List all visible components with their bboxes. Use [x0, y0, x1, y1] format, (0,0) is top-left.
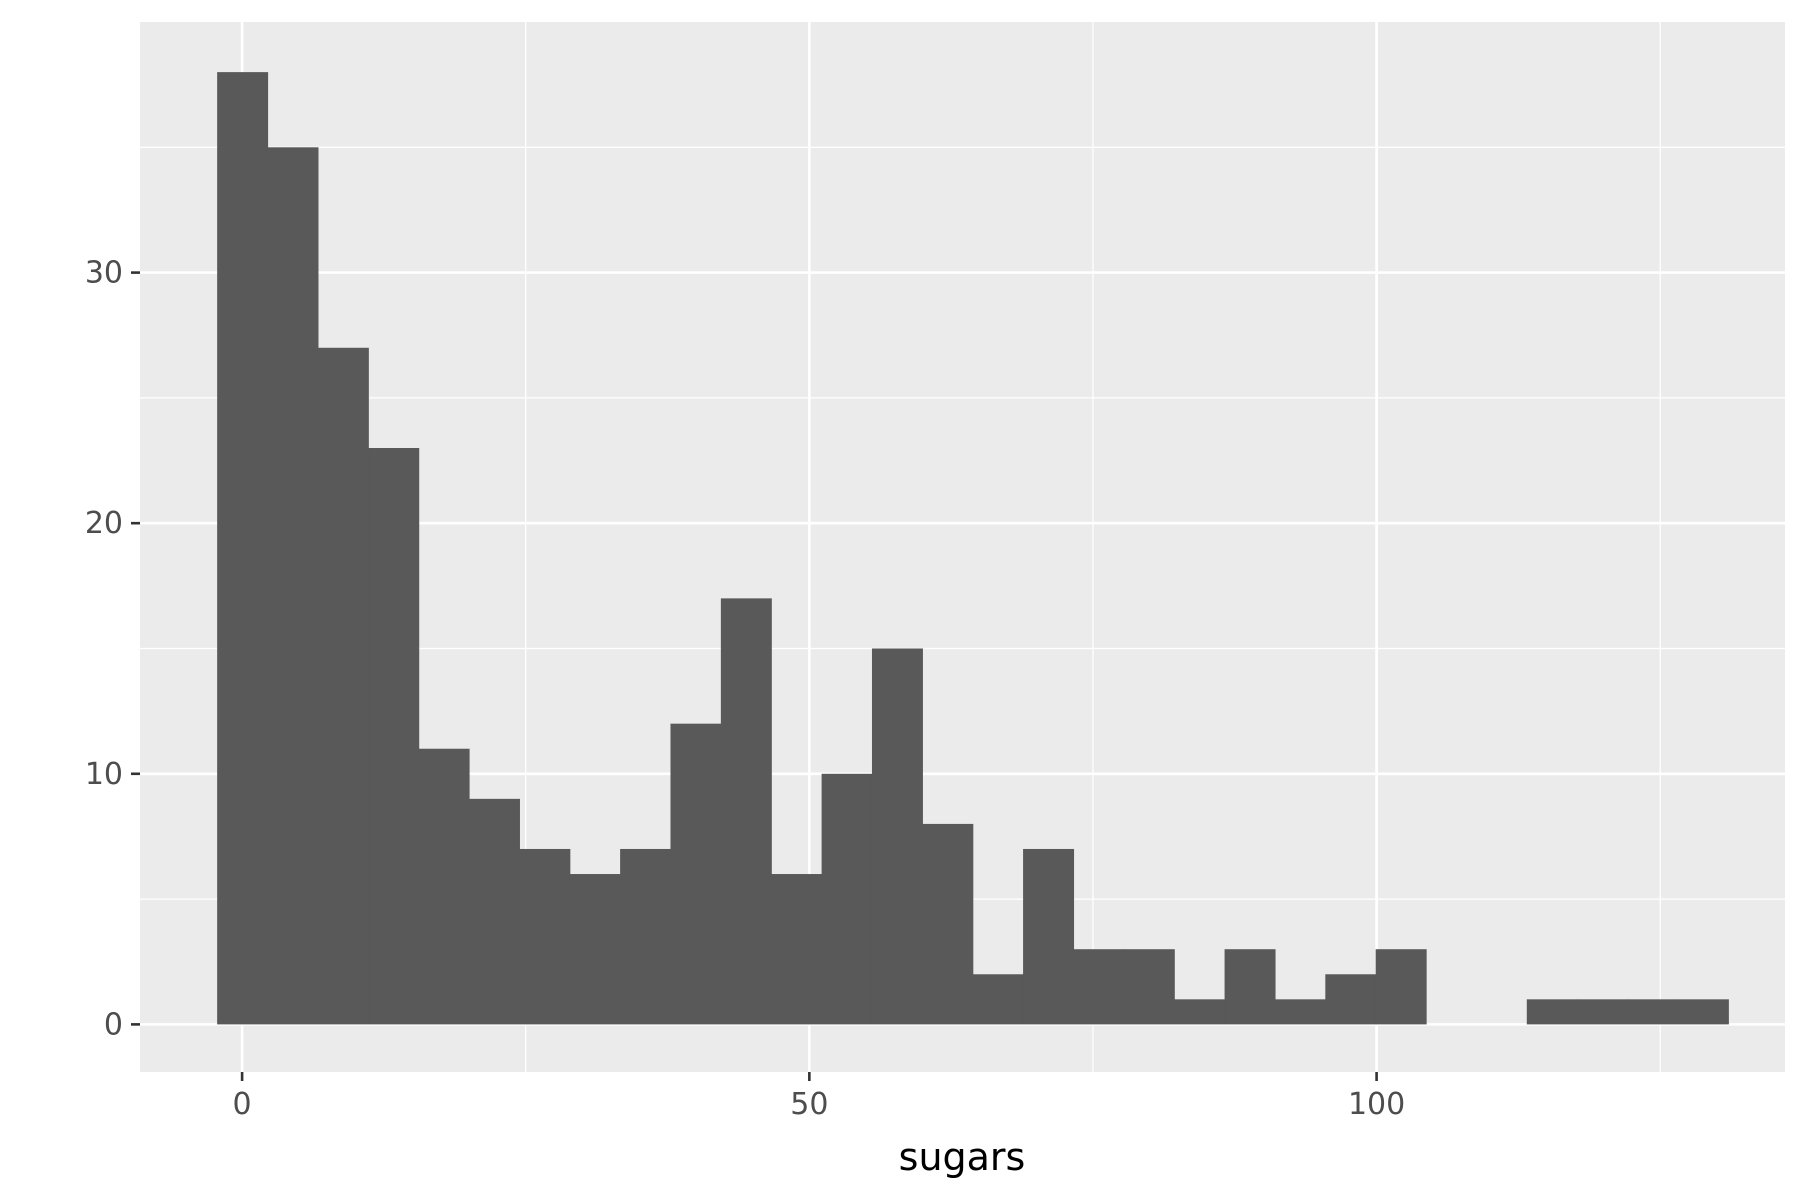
histogram-bar: [972, 974, 1024, 1025]
histogram-bar: [469, 798, 520, 1025]
x-axis: 0 50 100: [233, 1072, 1405, 1122]
x-tick-label: 100: [1348, 1087, 1405, 1122]
histogram-bar: [1577, 999, 1629, 1025]
histogram-bar: [1123, 949, 1175, 1025]
histogram-bar: [1174, 999, 1226, 1025]
histogram-bar: [1224, 949, 1276, 1025]
x-tick-label: 0: [233, 1087, 252, 1122]
y-tick-label: 10: [85, 757, 123, 792]
histogram-bar: [922, 823, 974, 1025]
histogram-bar: [519, 848, 571, 1025]
histogram-bar: [1627, 999, 1679, 1025]
histogram-bar: [821, 773, 873, 1025]
x-axis-title: sugars: [899, 1135, 1026, 1179]
histogram-bar: [670, 723, 722, 1025]
y-tick-label: 0: [104, 1007, 123, 1042]
histogram-bar: [317, 347, 369, 1025]
histogram-bar: [1274, 999, 1326, 1025]
histogram-bar: [1677, 999, 1729, 1025]
histogram-bar: [1375, 949, 1427, 1025]
histogram-bar: [569, 874, 621, 1025]
histogram-bar: [620, 848, 672, 1025]
y-tick-label: 30: [85, 256, 123, 291]
y-tick-label: 20: [85, 506, 123, 541]
x-tick-label: 50: [790, 1087, 828, 1122]
histogram-bar: [418, 748, 470, 1025]
histogram-bar: [1023, 848, 1075, 1025]
histogram-bar: [720, 598, 772, 1025]
histogram-bars: [217, 72, 1729, 1025]
histogram-bar: [267, 147, 319, 1025]
histogram-bar: [217, 72, 269, 1025]
histogram-bar: [368, 448, 420, 1025]
histogram-bar: [1526, 999, 1578, 1025]
histogram-bar: [1325, 974, 1377, 1025]
histogram-bar: [871, 648, 923, 1025]
histogram-bar: [1073, 949, 1125, 1025]
histogram-bar: [771, 874, 823, 1025]
y-axis: 0 10 20 30: [85, 256, 140, 1042]
